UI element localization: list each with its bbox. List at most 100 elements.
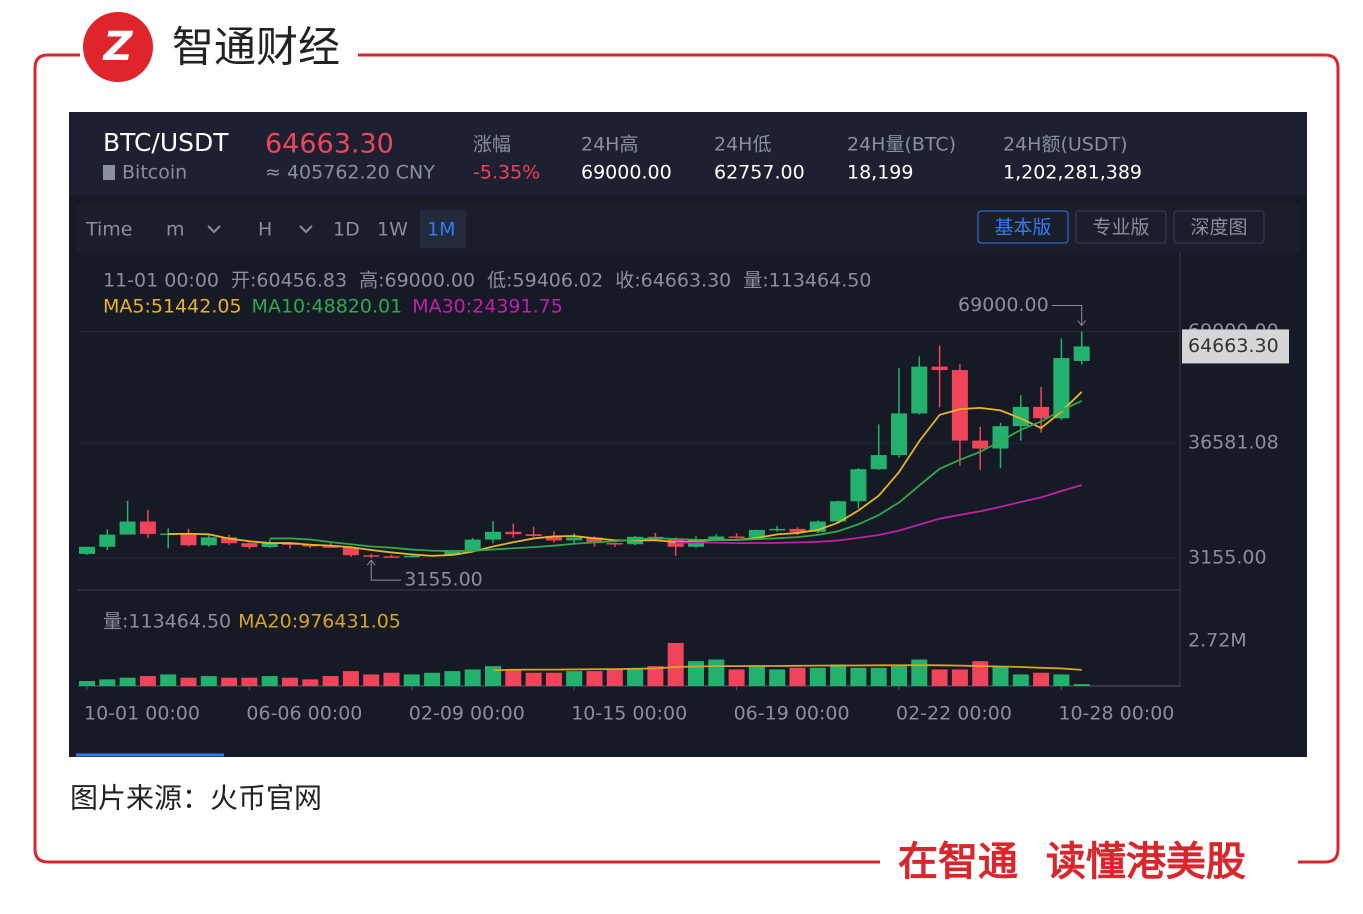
volume-bar <box>403 674 420 686</box>
x-tick-label: 10-01 00:00 <box>84 703 200 725</box>
stat-value: -5.35% <box>473 162 540 184</box>
candle-body <box>221 537 238 544</box>
candle-body <box>322 546 339 548</box>
volume-bar <box>322 676 339 686</box>
candle-body <box>748 529 765 538</box>
candle-body <box>79 546 95 554</box>
volume-bar <box>363 674 380 686</box>
price-tag <box>1182 329 1289 364</box>
max-marker-arrow <box>1051 305 1087 327</box>
volume-bar <box>627 669 644 686</box>
interval-tab[interactable]: m <box>166 219 185 241</box>
header-bar <box>69 112 1307 195</box>
candle-body <box>951 370 968 441</box>
candle-body <box>403 555 420 558</box>
volume-bar <box>972 661 989 686</box>
volume-bar <box>505 669 522 686</box>
view-button-label[interactable]: 专业版 <box>1092 217 1149 239</box>
x-tick-label: 10-28 00:00 <box>1058 703 1174 725</box>
candle-body <box>972 440 989 449</box>
candle-body <box>200 537 217 546</box>
candle-body <box>1033 406 1050 419</box>
ohlc-info: 11-01 00:00 <box>103 270 219 292</box>
logo <box>83 12 153 82</box>
x-tick-label: 06-06 00:00 <box>246 703 362 725</box>
candle-body <box>383 556 400 558</box>
volume-ma-line <box>492 664 1082 672</box>
volume-tick-label: 2.72M <box>1188 629 1247 651</box>
view-button[interactable] <box>977 210 1069 244</box>
x-tick-label: 10-15 00:00 <box>571 703 687 725</box>
candle-body <box>261 542 278 547</box>
ohlc-info: 低:59406.02 <box>487 270 603 292</box>
volume-bar <box>728 669 745 686</box>
candle-body <box>728 536 745 538</box>
candle-body <box>931 366 948 371</box>
ohlc-info: 量:113464.50 <box>743 270 871 292</box>
candle-body <box>870 455 887 470</box>
slogan: 在智通 读懂港美股 <box>898 839 1246 885</box>
volume-bar <box>708 659 725 686</box>
ma-line <box>675 484 1082 545</box>
view-button-label[interactable]: 基本版 <box>994 217 1051 239</box>
candle-body <box>545 535 562 541</box>
volume-bar <box>342 671 359 686</box>
stat-label: 24H低 <box>714 134 771 156</box>
interval-tab[interactable]: H <box>258 219 272 241</box>
candle-body <box>363 555 380 557</box>
candle-body <box>708 536 725 540</box>
volume-bar <box>221 677 238 686</box>
candle-body <box>566 537 583 541</box>
volume-bar <box>1053 674 1070 686</box>
interval-tab[interactable]: 1D <box>333 219 360 241</box>
candle-body <box>99 534 116 547</box>
volume-bar <box>911 659 928 686</box>
stat-label: 24H额(USDT) <box>1003 134 1128 156</box>
volume-bar <box>748 666 765 686</box>
volume-bar <box>830 664 847 686</box>
min-marker-arrow <box>366 559 402 581</box>
volume-bar <box>485 666 501 686</box>
interval-tab[interactable]: 1M <box>427 219 455 241</box>
candle-body <box>667 539 684 547</box>
volume-bar <box>302 679 319 686</box>
candle-body <box>444 550 461 555</box>
volume-bar <box>545 672 562 686</box>
interval-tab[interactable]: Time <box>85 219 133 241</box>
ma-legend: MA10:48820.01 <box>252 296 403 318</box>
volume-bar <box>200 676 217 686</box>
volume-ma-legend: MA20:976431.05 <box>238 611 401 633</box>
volume-bar <box>444 671 461 686</box>
volume-bar <box>464 669 481 686</box>
interval-tab[interactable]: 1W <box>377 219 408 241</box>
view-button-label[interactable]: 深度图 <box>1190 217 1247 239</box>
x-tick-label: 02-22 00:00 <box>896 703 1012 725</box>
x-tick-label: 06-19 00:00 <box>734 703 850 725</box>
candle-body <box>485 531 501 540</box>
ma-legend: MA30:24391.75 <box>412 296 563 318</box>
price-tag-label: 64663.30 <box>1188 335 1279 357</box>
volume-bar <box>424 672 441 686</box>
volume-bar <box>1012 674 1029 686</box>
candle-body <box>850 469 867 502</box>
ohlc-info: 开:60456.83 <box>231 270 347 292</box>
volume-bar <box>951 669 968 686</box>
stat-value: 69000.00 <box>581 162 672 184</box>
volume-bar <box>606 669 623 686</box>
coin-icon <box>103 165 115 180</box>
candle-body <box>769 528 786 531</box>
view-button[interactable] <box>1075 210 1167 244</box>
volume-bar <box>79 681 95 686</box>
dropdown-chevron <box>299 225 313 234</box>
x-tick-label: 02-09 00:00 <box>409 703 525 725</box>
candle-body <box>1073 346 1090 361</box>
candle-body <box>342 547 359 556</box>
volume-bar <box>891 666 907 686</box>
stat-label: 24H高 <box>581 134 638 156</box>
pair: BTC/USDT <box>103 128 229 157</box>
view-button[interactable] <box>1173 210 1265 244</box>
active-interval <box>420 210 466 248</box>
candle-body <box>830 501 847 522</box>
volume-bar <box>586 671 603 686</box>
